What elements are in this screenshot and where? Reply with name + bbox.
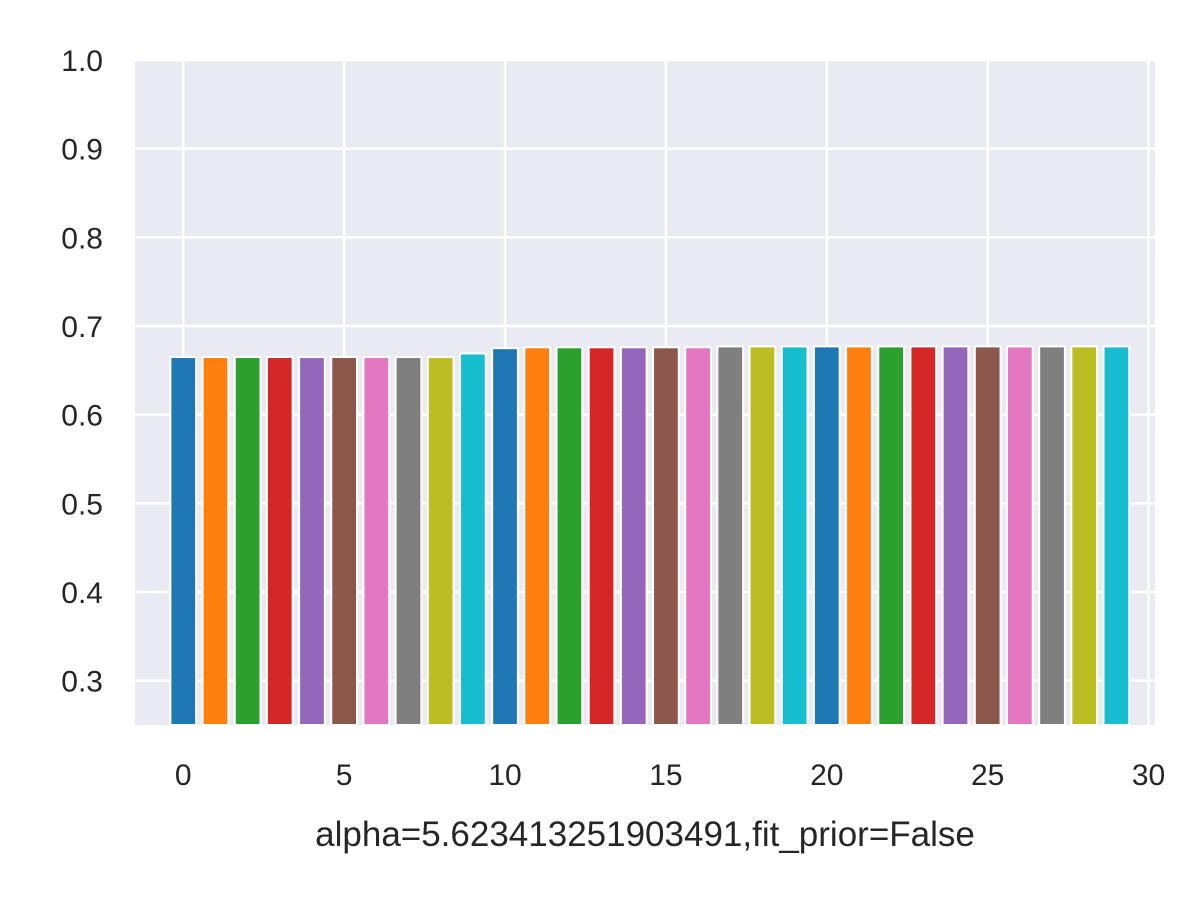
bar-12 bbox=[555, 346, 584, 726]
bar-25 bbox=[973, 345, 1002, 726]
bar-2 bbox=[233, 356, 262, 726]
bar-11 bbox=[523, 346, 552, 726]
y-tick-label: 0.5 bbox=[61, 488, 103, 521]
y-tick-label: 1.0 bbox=[61, 45, 103, 78]
x-tick-label: 10 bbox=[488, 759, 521, 792]
x-tick-label: 0 bbox=[175, 759, 192, 792]
bar-20 bbox=[812, 345, 841, 726]
y-tick-label: 0.9 bbox=[61, 134, 103, 167]
bar-18 bbox=[748, 345, 777, 726]
bar-14 bbox=[619, 346, 648, 726]
bar-24 bbox=[941, 345, 970, 726]
bar-6 bbox=[362, 356, 391, 726]
bar-9 bbox=[458, 352, 487, 726]
y-tick-labels: 0.3 0.4 0.5 0.6 0.7 0.8 0.9 1.0 bbox=[61, 45, 103, 699]
x-tick-label: 5 bbox=[336, 759, 353, 792]
bar-28 bbox=[1070, 345, 1099, 726]
bar-26 bbox=[1005, 345, 1034, 726]
y-tick-label: 0.7 bbox=[61, 311, 103, 344]
x-tick-label: 15 bbox=[649, 759, 682, 792]
bar-1 bbox=[201, 356, 230, 726]
x-axis-title: alpha=5.623413251903491,fit_prior=False bbox=[315, 815, 975, 854]
x-tick-labels: 0 5 10 15 20 25 30 bbox=[175, 759, 1165, 792]
x-tick-label: 20 bbox=[810, 759, 843, 792]
y-tick-label: 0.8 bbox=[61, 222, 103, 255]
bar-7 bbox=[394, 356, 423, 726]
bar-17 bbox=[716, 345, 745, 726]
bar-29 bbox=[1102, 345, 1131, 726]
bar-15 bbox=[652, 346, 680, 726]
bar-23 bbox=[909, 345, 938, 726]
bar-16 bbox=[684, 346, 712, 726]
bar-10 bbox=[491, 347, 519, 726]
bar-4 bbox=[298, 356, 326, 726]
bar-19 bbox=[780, 345, 809, 726]
x-tick-label: 30 bbox=[1132, 759, 1165, 792]
bar-8 bbox=[426, 356, 455, 726]
y-tick-label: 0.6 bbox=[61, 400, 103, 433]
y-tick-label: 0.3 bbox=[61, 666, 103, 699]
bar-21 bbox=[845, 345, 873, 726]
bar-22 bbox=[877, 345, 906, 726]
bar-3 bbox=[265, 356, 294, 726]
y-tick-label: 0.4 bbox=[61, 577, 103, 610]
bar-27 bbox=[1038, 345, 1066, 726]
x-tick-label: 25 bbox=[971, 759, 1004, 792]
bar-5 bbox=[330, 356, 359, 726]
bar-13 bbox=[587, 346, 616, 726]
bars bbox=[169, 345, 1131, 726]
bar-0 bbox=[169, 356, 198, 726]
